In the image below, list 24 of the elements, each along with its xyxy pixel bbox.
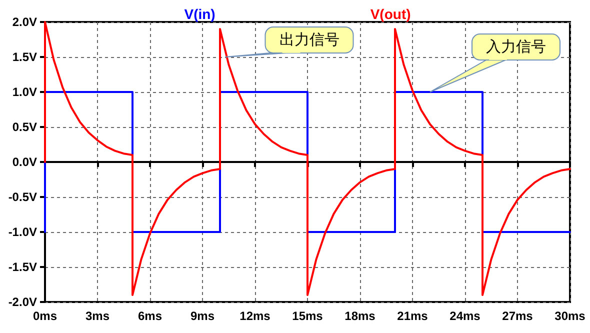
y-tick-label: 0.5V bbox=[12, 120, 37, 134]
x-tick-label: 24ms bbox=[450, 309, 481, 323]
x-tick-label: 30ms bbox=[554, 309, 586, 323]
y-tick-label: 1.5V bbox=[12, 50, 37, 64]
x-tick-label: 9ms bbox=[190, 309, 215, 323]
x-tick-label: 0ms bbox=[32, 309, 58, 323]
x-tick-label: 6ms bbox=[138, 309, 162, 323]
y-tick-label: -2.0V bbox=[8, 295, 37, 309]
y-tick-label: -0.5V bbox=[8, 190, 37, 204]
x-tick-label: 12ms bbox=[240, 309, 271, 323]
annotation: 入力信号 bbox=[486, 38, 546, 56]
y-tick-label: 1.0V bbox=[12, 85, 37, 99]
y-tick-label: 2.0V bbox=[12, 15, 37, 29]
series-label: V(out) bbox=[370, 6, 411, 22]
y-tick-label: -1.0V bbox=[8, 225, 37, 239]
y-tick-label: -1.5V bbox=[8, 260, 37, 274]
annotation: 出力信号 bbox=[279, 30, 340, 50]
x-tick-label: 15ms bbox=[292, 309, 324, 323]
x-tick-label: 21ms bbox=[397, 309, 428, 323]
x-tick-label: 18ms bbox=[344, 309, 376, 323]
text: V(in) bbox=[184, 6, 216, 22]
x-tick-label: 3ms bbox=[85, 309, 110, 323]
x-tick-label: 27ms bbox=[502, 309, 534, 323]
y-tick-label: 0.0V bbox=[12, 155, 37, 169]
